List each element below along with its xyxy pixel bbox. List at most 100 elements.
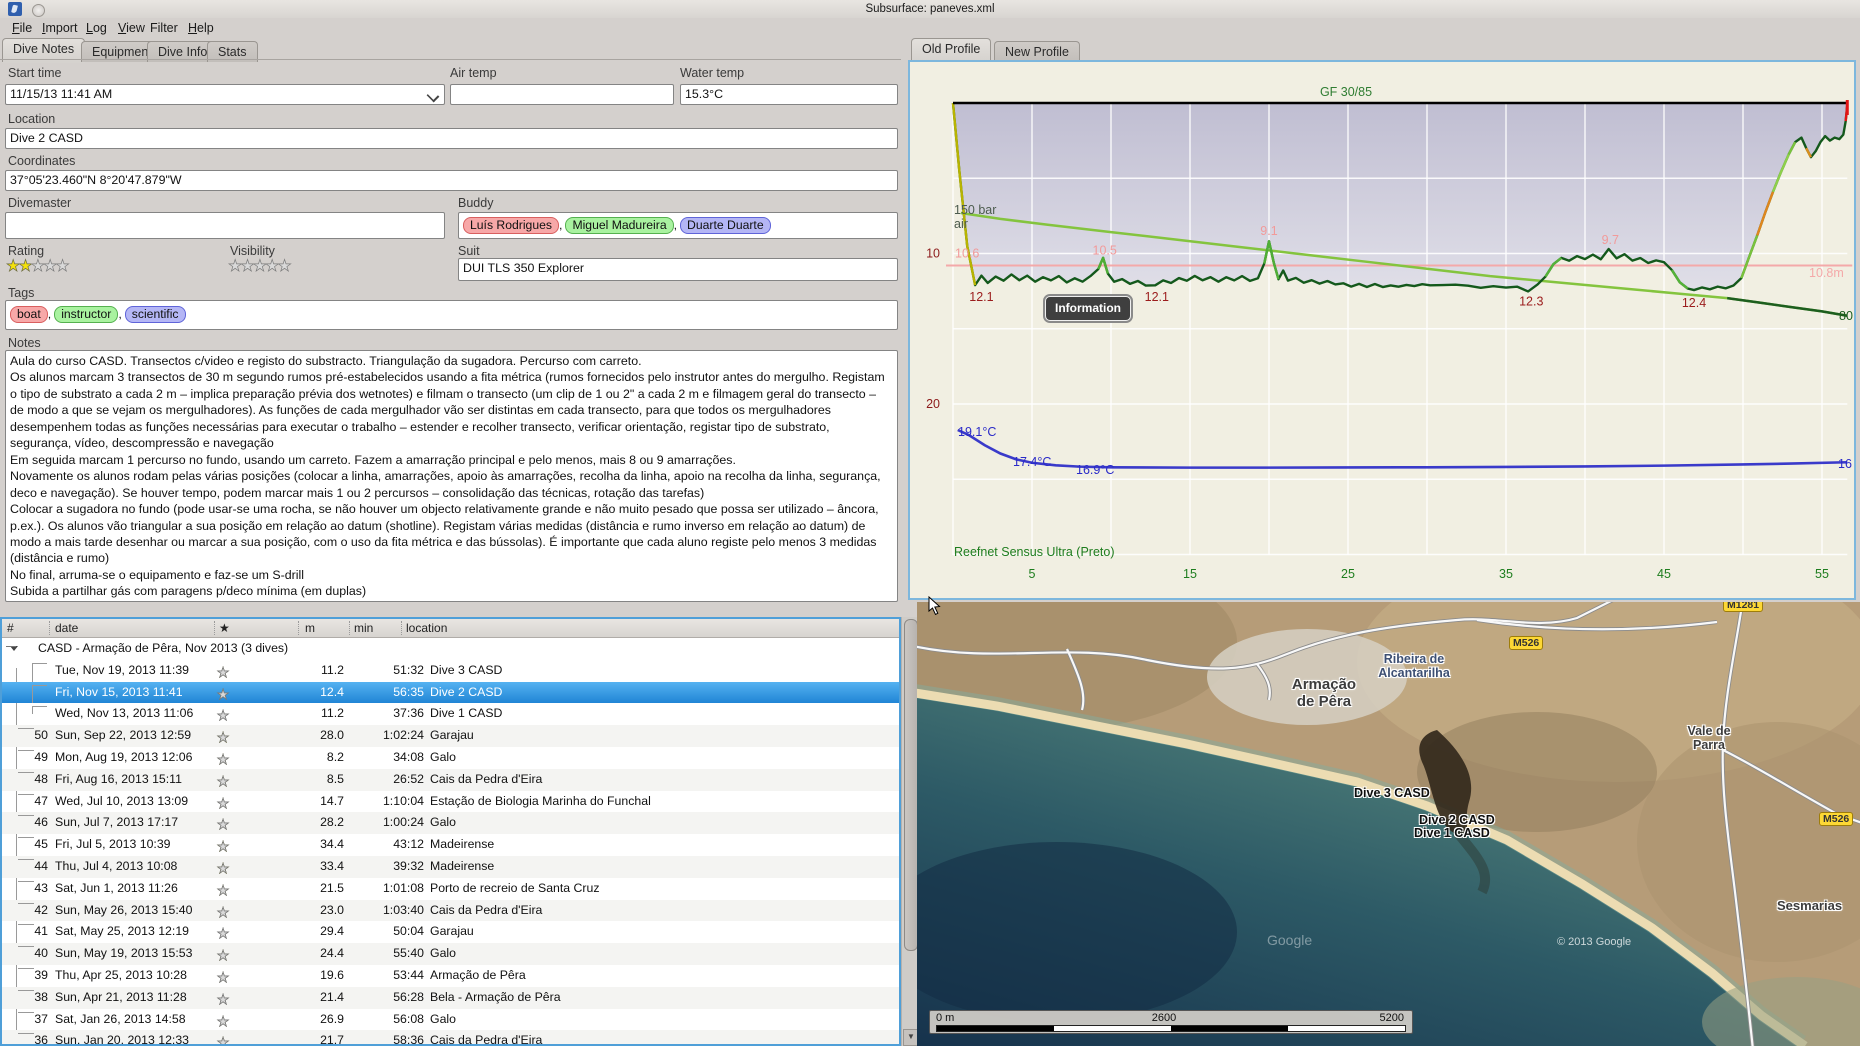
star-icon: ★ — [217, 686, 230, 702]
air-temp-field[interactable] — [450, 84, 674, 105]
star-icon: ★ — [217, 948, 230, 964]
star-icon: ★ — [217, 882, 230, 898]
dive-list-header[interactable]: # date ★ m min location — [2, 619, 899, 638]
map-dive2-label[interactable]: Dive 2 CASD — [1419, 813, 1495, 827]
visibility-label: Visibility — [230, 244, 275, 258]
star-icon: ★ — [217, 664, 230, 680]
dive-row[interactable]: 47 Wed, Jul 10, 2013 13:09 ★ ★ ★ ★ ★ 14.7 1:10:0… — [2, 791, 899, 813]
svg-text:17.4°C: 17.4°C — [1013, 455, 1051, 469]
star-icon: ★ — [217, 730, 230, 746]
dive-group-row[interactable]: CASD - Armação de Pêra, Nov 2013 (3 dive… — [2, 638, 899, 660]
scale-mid: 2600 — [1151, 1012, 1177, 1024]
dive-list-table[interactable]: # date ★ m min location CASD - Armação d… — [0, 617, 901, 1046]
star-icon: ★ — [217, 839, 230, 855]
star-icon: ★ — [217, 969, 230, 986]
notes-field[interactable]: Aula do curso CASD. Transectos c/video e… — [5, 350, 898, 602]
svg-text:12.3: 12.3 — [1519, 295, 1543, 309]
menu-file[interactable]: File — [12, 21, 33, 35]
star-icon: ★ — [217, 686, 230, 702]
star-icon: ★ — [217, 708, 230, 724]
dive-row[interactable]: 40 Sun, May 19, 2013 15:53 ★ ★ ★ ★ ★ 24.4 55:40 G… — [2, 943, 899, 965]
menu-filter[interactable]: Filter — [150, 21, 178, 35]
svg-text:10.8m: 10.8m — [1809, 266, 1844, 280]
dive-row[interactable]: 37 Sat, Jan 26, 2013 14:58 ★ ★ ★ ★ ★ 26.9 56:08 G… — [2, 1009, 899, 1031]
dive-row[interactable]: Tue, Nov 19, 2013 11:39 ★ ★ ★ ★ ★ 11.2 51:32 Div… — [2, 660, 899, 682]
dive-row[interactable]: 46 Sun, Jul 7, 2013 17:17 ★ ★ ★ ★ ★ 28.2 1:00:24… — [2, 812, 899, 835]
buddy-field[interactable]: Luís Rodrigues, Miguel Madureira, Duarte D… — [458, 212, 898, 239]
dive-row[interactable]: 50 Sun, Sep 22, 2013 12:59 ★ ★ ★ ★ ★ 28.0 1:02:2… — [2, 725, 899, 747]
dive-row[interactable]: 39 Thu, Apr 25, 2013 10:28 ★ ★ ★ ★ ★ 19.6 53:44 A… — [2, 965, 899, 987]
suit-field[interactable]: DUI TLS 350 Explorer — [458, 258, 898, 281]
svg-text:45: 45 — [1657, 567, 1671, 581]
dive-row[interactable]: 43 Sat, Jun 1, 2013 11:26 ★ ★ ★ ★ ★ 21.5 1:01:08… — [2, 878, 899, 900]
star-icon: ★ — [217, 1013, 230, 1029]
coordinates-field[interactable]: 37°05'23.460"N 8°20'47.879"W — [5, 170, 898, 191]
tab-new-profile[interactable]: New Profile — [994, 41, 1080, 62]
tab-dive-info[interactable]: Dive Info — [147, 41, 219, 62]
star-icon: ★ — [217, 1013, 230, 1029]
tab-dive-notes[interactable]: Dive Notes — [2, 38, 86, 62]
star-icon: ★ — [228, 258, 243, 276]
rating-stars[interactable]: ★★★★★ — [6, 256, 70, 276]
dive-row[interactable]: 44 Thu, Jul 4, 2013 10:08 ★ ★ ★ ★ ★ 33.4 39:32 Ma… — [2, 855, 899, 878]
star-icon: ★ — [217, 969, 230, 986]
star-icon: ★ — [217, 926, 230, 942]
star-icon: ★ — [217, 664, 230, 680]
map-dive3-label[interactable]: Dive 3 CASD — [1354, 786, 1430, 800]
col-duration[interactable]: min — [354, 621, 374, 635]
window-menu-button[interactable] — [32, 4, 45, 17]
star-icon: ★ — [217, 751, 230, 768]
menu-import[interactable]: Import — [42, 21, 78, 35]
star-icon: ★ — [217, 904, 230, 920]
start-time-combo[interactable]: 11/15/13 11:41 AM — [5, 84, 445, 105]
star-icon: ★ — [217, 904, 230, 920]
dive-profile-chart: GF 30/85 10 20 5 15 25 35 45 55 Reefnet Sensus Ul… — [908, 60, 1856, 600]
road-badge-m1281-cut: M1281 — [1723, 602, 1764, 612]
information-button[interactable]: Information — [1043, 294, 1133, 323]
dive-row[interactable]: Wed, Nov 13, 2013 11:06 ★ ★ ★ ★ ★ 11.2 37:36 Div… — [2, 703, 899, 725]
title-bar: Subsurface: paneves.xml — [0, 0, 1860, 18]
tags-field[interactable]: boat, instructor, scientific — [5, 300, 898, 330]
tab-old-profile[interactable]: Old Profile — [911, 38, 992, 62]
star-icon: ★ — [217, 904, 230, 920]
buddy-label: Buddy — [458, 196, 494, 210]
col-depth[interactable]: m — [305, 621, 315, 635]
dive-row[interactable]: 48 Fri, Aug 16, 2013 15:11 ★ ★ ★ ★ ★ 8.5 26:52 Ca… — [2, 768, 899, 791]
col-location[interactable]: location — [406, 621, 448, 635]
col-rating[interactable]: ★ — [219, 621, 230, 635]
dive-list-scrollbar[interactable]: ▼ — [901, 617, 919, 1046]
dive-row[interactable]: 45 Fri, Jul 5, 2013 10:39 ★ ★ ★ ★ ★ 34.4 43:12 Ma… — [2, 834, 899, 856]
menu-help[interactable]: Help — [188, 21, 214, 35]
dive-rows: CASD - Armação de Pêra, Nov 2013 (3 dive… — [2, 638, 899, 1044]
chip: Duarte Duarte — [680, 217, 771, 234]
menu-log[interactable]: Log — [86, 21, 107, 35]
dive-site-map[interactable]: Armação de Pêra Ribeira de Alcantarilha Va… — [917, 602, 1860, 1046]
svg-text:10: 10 — [926, 247, 940, 261]
star-icon: ★ — [217, 839, 230, 855]
star-icon: ★ — [217, 773, 230, 789]
star-icon: ★ — [217, 926, 230, 942]
chip: instructor — [54, 306, 119, 323]
dive-row[interactable]: 49 Mon, Aug 19, 2013 12:06 ★ ★ ★ ★ ★ 8.2 34:08 Ga… — [2, 747, 899, 769]
expander-icon[interactable] — [10, 646, 18, 651]
map-dive1-label[interactable]: Dive 1 CASD — [1414, 826, 1490, 840]
location-field[interactable]: Dive 2 CASD — [5, 128, 898, 149]
visibility-stars[interactable]: ★★★★★ — [228, 256, 292, 276]
scale-bar-line — [936, 1025, 1406, 1032]
water-temp-field[interactable]: 15.3°C — [680, 84, 898, 105]
dive-row[interactable]: 38 Sun, Apr 21, 2013 11:28 ★ ★ ★ ★ ★ 21.4 56:28 B… — [2, 986, 899, 1009]
map-sesmarias-label: Sesmarias — [1777, 898, 1843, 913]
star-icon: ★ — [217, 969, 230, 986]
col-date[interactable]: date — [55, 621, 79, 635]
dive-row[interactable]: 41 Sat, May 25, 2013 12:19 ★ ★ ★ ★ ★ 29.4 50:04 G… — [2, 921, 899, 943]
dive-row[interactable]: 36 Sun, Jan 20, 2013 12:33 ★ ★ ★ ★ ★ 21.7 58:36 C… — [2, 1030, 899, 1044]
dive-row[interactable]: Fri, Nov 15, 2013 11:41 ★ ★ ★ ★ ★ 12.4 56:35 Div… — [2, 681, 899, 704]
col-number[interactable]: # — [7, 621, 14, 635]
tab-stats[interactable]: Stats — [207, 41, 258, 62]
star-icon: ★ — [43, 258, 58, 276]
dive-row[interactable]: 42 Sun, May 26, 2013 15:40 ★ ★ ★ ★ ★ 23.0 1:03:4… — [2, 899, 899, 922]
scrollbar-thumb[interactable] — [904, 619, 918, 951]
menu-view[interactable]: View — [118, 21, 145, 35]
star-icon: ★ — [217, 839, 230, 855]
divemaster-field[interactable] — [5, 212, 445, 239]
